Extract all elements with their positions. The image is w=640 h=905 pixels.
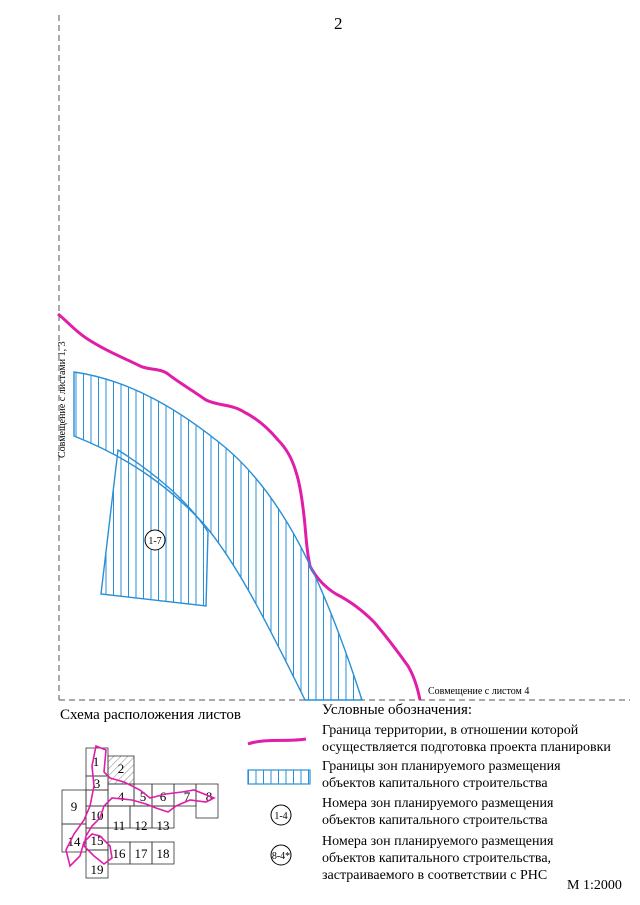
page-number: 2 (334, 14, 343, 33)
sheet-number: 12 (135, 818, 148, 833)
legend-text-line: Номера зон планируемого размещения (322, 796, 554, 811)
scale-label: М 1:2000 (567, 878, 622, 893)
sheet-number: 7 (184, 789, 191, 804)
joint-label-right: Совмещение с листом 4 (428, 686, 530, 697)
sheet-number: 9 (71, 799, 78, 814)
planned-zone-block (100, 448, 209, 607)
zone-marker-1-7: 1-7 (144, 529, 166, 551)
scheme-territory-outline (65, 744, 216, 868)
sheet-scheme-labels: 1 2 3 4 5 6 7 8 9 10 11 12 13 14 15 16 1… (68, 754, 213, 877)
svg-text:1-7: 1-7 (148, 536, 161, 547)
legend-text-line: Границы зон планируемого размещения (322, 759, 561, 774)
legend-item-zone: Границы зон планируемого размещения объе… (322, 758, 561, 792)
legend-text-line: объектов капитального строительства (322, 776, 548, 791)
legend-item-zone-number: Номера зон планируемого размещения объек… (322, 795, 553, 829)
legend-marker-8-4: 8-4* (270, 844, 292, 866)
sheet-number: 16 (113, 846, 127, 861)
legend-item-boundary: Граница территории, в отношении которой … (322, 722, 611, 756)
joint-label-left: Совмещение с листами 1, 3 (57, 341, 68, 458)
legend-boundary-symbol (247, 737, 307, 746)
territory-boundary-line (57, 312, 422, 701)
sheet-number: 19 (91, 862, 104, 877)
sheet-number: 18 (157, 846, 170, 861)
sheet-number: 2 (118, 761, 125, 776)
sheet-number: 17 (135, 846, 149, 861)
sheet-number: 6 (160, 789, 167, 804)
sheet-number: 1 (93, 754, 100, 769)
legend-text-line: объектов капитального строительства, (322, 851, 552, 866)
sheet-number: 13 (157, 818, 170, 833)
legend-text-line: Граница территории, в отношении которой (322, 723, 579, 738)
legend-text-line: Номера зон планируемого размещения (322, 834, 554, 849)
sheet-number: 10 (91, 808, 104, 823)
legend-text-line: застраиваемого в соответствии с РНС (322, 868, 548, 883)
sheet-number: 11 (113, 818, 126, 833)
sheet-number: 4 (118, 789, 125, 804)
legend-text-line: объектов капитального строительства (322, 813, 548, 828)
legend-title: Условные обозначения: (322, 702, 473, 718)
legend-marker-label: 8-4* (272, 851, 290, 862)
legend-zone-symbol (247, 769, 311, 785)
legend-marker-label: 1-4 (274, 811, 287, 822)
sheet-number: 5 (140, 789, 147, 804)
legend-text-line: осуществляется подготовка проекта планир… (322, 740, 611, 755)
sheet-number: 3 (94, 776, 101, 791)
legend-marker-1-4: 1-4 (270, 804, 292, 826)
sheet-number: 14 (68, 834, 82, 849)
scheme-title: Схема расположения листов (60, 707, 241, 723)
legend-item-zone-number-rns: Номера зон планируемого размещения объек… (322, 833, 553, 884)
